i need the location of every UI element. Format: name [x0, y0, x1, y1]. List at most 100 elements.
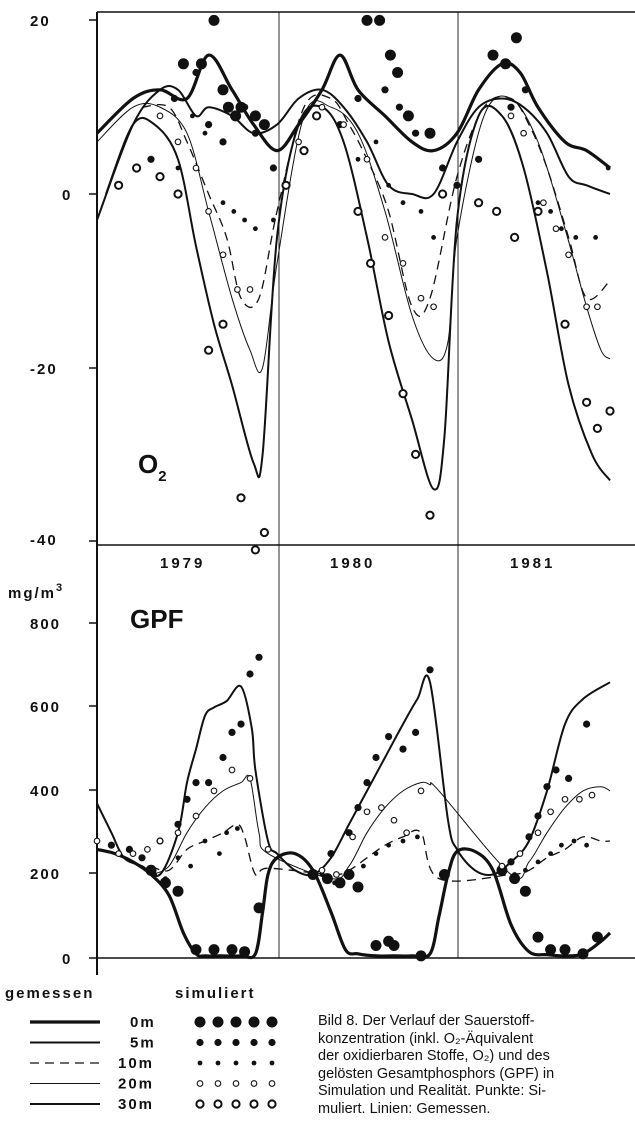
o2-point-20m	[594, 303, 601, 311]
gpf-point-5m	[255, 653, 263, 661]
o2-point-10m	[202, 130, 208, 136]
o2-point-20m	[295, 138, 302, 146]
gpf-point-10m	[571, 838, 577, 844]
year-label: 1979	[160, 555, 205, 572]
o2-point-20m	[174, 138, 182, 146]
legend-label: 5m	[130, 1035, 156, 1052]
o2-title-subscript: 2	[158, 468, 166, 485]
gpf-point-0m	[172, 885, 184, 897]
o2-point-20m	[381, 234, 389, 241]
gpf-point-5m	[237, 720, 245, 728]
legend-label: 0m	[130, 1014, 156, 1031]
gpf-point-5m	[525, 833, 533, 841]
o2-point-0m	[500, 58, 512, 70]
o2-point-5m	[395, 103, 403, 111]
o2-point-20m	[520, 129, 527, 137]
gpf-point-5m	[543, 783, 551, 791]
gpf-point-0m	[438, 869, 450, 880]
gpf-point-5m	[372, 753, 380, 762]
gpf-point-0m	[519, 885, 531, 897]
o2-point-30m	[492, 206, 502, 216]
gpf-point-10m	[175, 855, 181, 861]
gpf-point-5m	[219, 753, 227, 762]
gpf-point-5m	[507, 858, 515, 866]
o2-point-5m	[354, 94, 362, 103]
gpf-point-5m	[552, 766, 560, 774]
o2-point-10m	[593, 235, 598, 240]
gpf-point-20m	[174, 829, 182, 837]
gpf-point-0m	[307, 869, 319, 880]
o2-point-20m	[340, 121, 347, 128]
legend-simulated-header: simuliert	[175, 985, 256, 1002]
gpf-point-5m	[205, 779, 213, 787]
gpf-point-20m	[129, 850, 137, 857]
legend-marker-30m	[231, 1099, 241, 1109]
o2-point-0m	[222, 101, 234, 113]
gpf-point-20m	[534, 829, 542, 837]
gpf-point-10m	[188, 863, 194, 869]
legend-marker-20m	[250, 1080, 258, 1087]
gpf-tick-label: 400	[30, 783, 61, 800]
gpf-point-0m	[253, 902, 265, 914]
o2-point-5m	[521, 86, 530, 94]
o2-point-10m	[231, 209, 237, 214]
o2-point-10m	[535, 200, 541, 206]
legend-marker-5m	[268, 1038, 276, 1047]
o2-point-0m	[510, 32, 522, 44]
gpf-point-5m	[107, 841, 115, 849]
gpf-point-10m	[535, 859, 541, 865]
gpf-point-0m	[239, 946, 251, 958]
gpf-point-10m	[332, 880, 337, 886]
o2-point-5m	[269, 164, 277, 172]
o2-point-5m	[453, 181, 461, 189]
legend-marker-10m	[197, 1060, 203, 1066]
o2-point-10m	[418, 209, 424, 214]
gpf-point-10m	[163, 876, 168, 881]
o2-point-0m	[424, 127, 436, 139]
gpf-point-10m	[152, 872, 158, 877]
o2-title-main: O	[138, 449, 158, 479]
o2-point-10m	[271, 217, 276, 223]
year-label: 1981	[510, 555, 555, 572]
o2-point-10m	[548, 209, 553, 214]
gpf-point-0m	[509, 873, 521, 885]
legend-marker-5m	[232, 1038, 240, 1047]
gpf-point-10m	[235, 826, 240, 831]
o2-point-30m	[411, 449, 421, 459]
legend-marker-30m	[267, 1099, 277, 1109]
caption-line: muliert. Linien: Gemessen.	[318, 1100, 491, 1117]
gpf-point-20m	[417, 787, 425, 795]
o2-point-30m	[592, 423, 603, 433]
o2-point-5m	[251, 129, 259, 137]
gpf-point-20m	[349, 833, 356, 841]
o2-point-5m	[241, 103, 249, 111]
gpf-point-0m	[577, 948, 589, 960]
o2-point-20m	[540, 199, 547, 207]
o2-point-30m	[250, 545, 260, 555]
legend-marker-20m	[268, 1080, 276, 1087]
gpf-point-0m	[545, 944, 557, 956]
gpf-tick-label: 0	[62, 951, 72, 968]
gpf-point-20m	[576, 795, 583, 803]
o2-point-10m	[373, 139, 379, 145]
o2-title: O2	[138, 449, 167, 485]
gpf-point-10m	[346, 872, 352, 877]
o2-tick-label: 20	[30, 13, 51, 30]
legend-marker-10m	[215, 1060, 221, 1066]
o2-point-10m	[355, 156, 361, 162]
o2-point-20m	[234, 286, 241, 293]
o2-point-20m	[507, 112, 515, 120]
legend-marker-0m	[266, 1016, 278, 1028]
gpf-point-5m	[228, 728, 236, 737]
o2-point-20m	[318, 103, 326, 111]
o2-point-30m	[299, 146, 309, 156]
o2-point-5m	[170, 94, 178, 103]
o2-point-10m	[431, 235, 436, 240]
gpf-line-0m	[96, 847, 612, 960]
o2-point-0m	[374, 14, 386, 26]
o2-point-30m	[582, 397, 592, 407]
legend: gemessen simuliert 0m 5m 10m 20m 30m	[5, 985, 278, 1113]
gpf-point-20m	[318, 866, 326, 874]
legend-marker-5m	[250, 1038, 258, 1047]
